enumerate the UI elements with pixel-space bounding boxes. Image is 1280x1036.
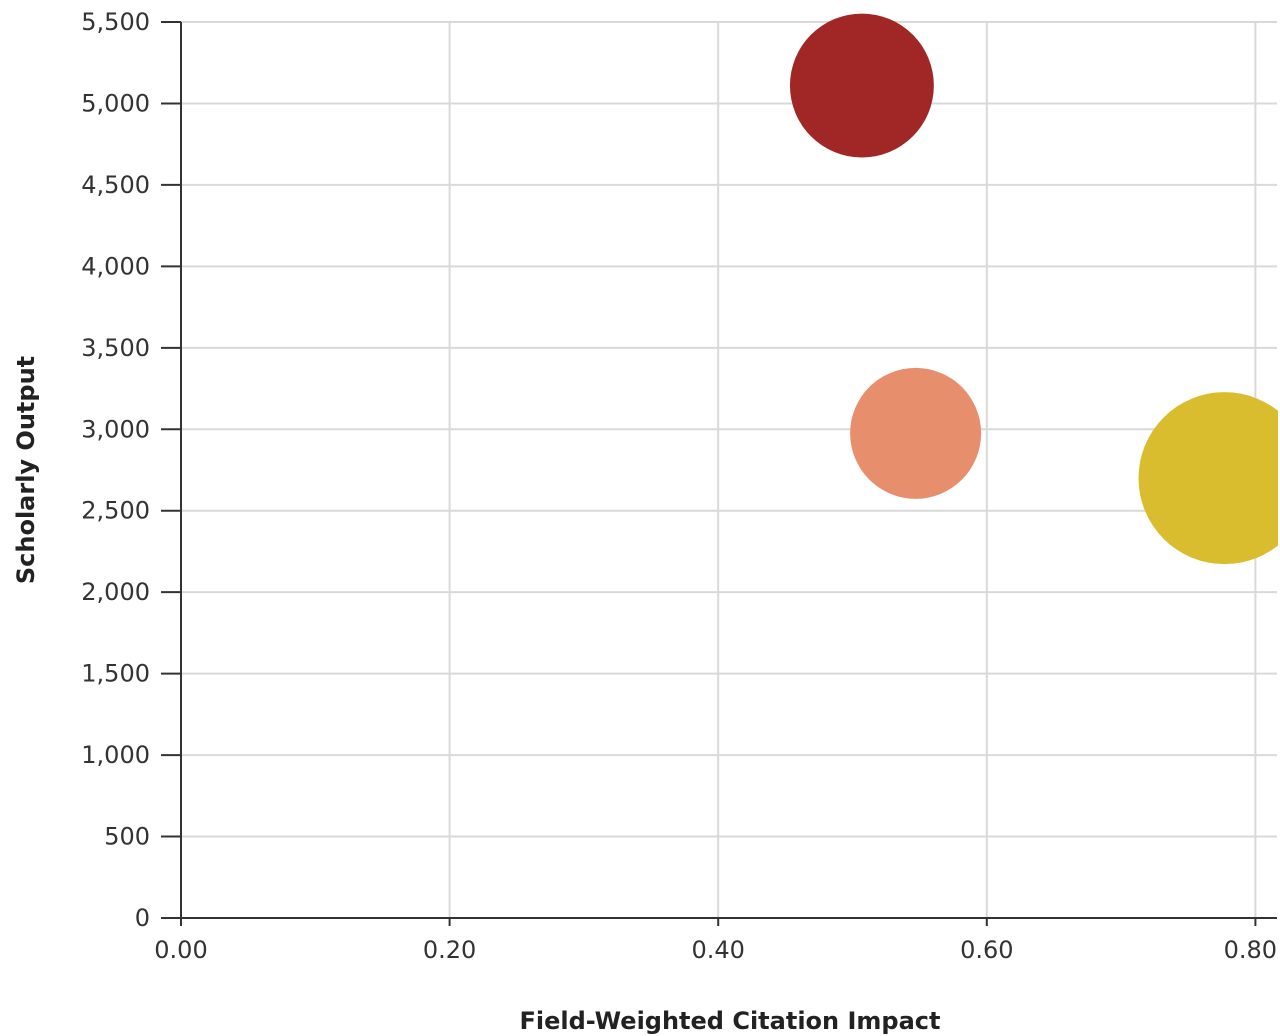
x-tick-label: 0.40 xyxy=(691,936,744,964)
bubble-layer xyxy=(789,13,1280,565)
y-tick-label: 4,500 xyxy=(81,171,150,199)
y-axis-title: Scholarly Output xyxy=(12,356,40,584)
x-tick-label: 0.00 xyxy=(154,936,207,964)
y-tick-label: 3,500 xyxy=(81,334,150,362)
bubble-point[interactable] xyxy=(789,13,934,158)
label-layer: Field-Weighted Citation Impact Scholarly… xyxy=(12,8,1277,1035)
y-tick-label: 500 xyxy=(104,823,150,851)
y-tick-label: 5,000 xyxy=(81,89,150,117)
x-tick-label: 0.60 xyxy=(960,936,1013,964)
y-tick-label: 1,500 xyxy=(81,660,150,688)
x-tick-label: 0.80 xyxy=(1224,936,1277,964)
y-tick-label: 0 xyxy=(135,904,150,932)
grid-layer xyxy=(181,21,1277,918)
y-tick-label: 2,500 xyxy=(81,497,150,525)
y-tick-label: 4,000 xyxy=(81,252,150,280)
bubble-point[interactable] xyxy=(1138,392,1280,565)
axis-layer xyxy=(161,21,1277,926)
y-tick-label: 3,000 xyxy=(81,415,150,443)
bubble-point[interactable] xyxy=(850,367,982,499)
x-tick-label: 0.20 xyxy=(423,936,476,964)
y-tick-label: 1,000 xyxy=(81,741,150,769)
y-tick-label: 2,000 xyxy=(81,578,150,606)
y-tick-label: 5,500 xyxy=(81,8,150,36)
x-axis-title: Field-Weighted Citation Impact xyxy=(519,1007,940,1035)
